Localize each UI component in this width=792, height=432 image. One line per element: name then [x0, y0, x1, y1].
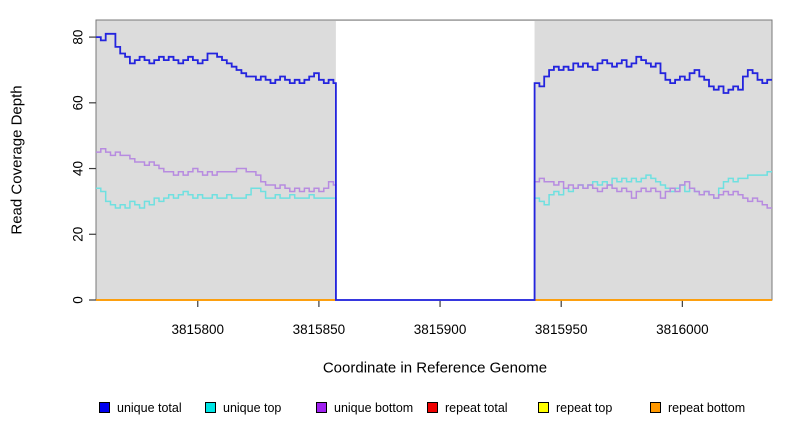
y-tick-label: 80 [71, 30, 86, 45]
legend-label: unique bottom [334, 400, 414, 415]
legend-swatch-icon [99, 402, 110, 413]
legend-item-repeat-bottom: repeat bottom [650, 400, 746, 415]
y-tick-label: 60 [71, 95, 86, 110]
x-axis-title: Coordinate in Reference Genome [322, 359, 548, 377]
y-tick-label: 40 [71, 161, 86, 176]
no-data-gap-region [335, 21, 535, 300]
x-tick-label: 3815900 [414, 322, 467, 337]
y-tick-label: 20 [71, 227, 86, 242]
series-unique-total [96, 32, 772, 301]
y-axis-title: Read Coverage Depth [8, 85, 26, 235]
legend-swatch-icon [427, 402, 438, 413]
legend-label: repeat top [556, 400, 613, 415]
legend-label: repeat total [445, 400, 508, 415]
legend-item-unique-top: unique top [205, 400, 282, 415]
legend-swatch-icon [316, 402, 327, 413]
series-unique-top [96, 171, 772, 301]
x-tick-label: 3815850 [293, 322, 346, 337]
series-unique-bottom [96, 148, 772, 301]
legend-item-unique-bottom: unique bottom [316, 400, 414, 415]
legend-swatch-icon [650, 402, 661, 413]
legend-swatch-icon [538, 402, 549, 413]
legend-label: repeat bottom [668, 400, 746, 415]
legend-label: unique total [117, 400, 182, 415]
x-tick-label: 3815950 [535, 322, 588, 337]
legend-item-unique-total: unique total [99, 400, 182, 415]
legend-item-repeat-total: repeat total [427, 400, 508, 415]
y-tick-label: 0 [71, 296, 86, 304]
x-tick-label: 3816000 [656, 322, 709, 337]
legend-item-repeat-top: repeat top [538, 400, 613, 415]
x-tick-label: 3815800 [171, 322, 224, 337]
legend-swatch-icon [205, 402, 216, 413]
legend-label: unique top [223, 400, 282, 415]
